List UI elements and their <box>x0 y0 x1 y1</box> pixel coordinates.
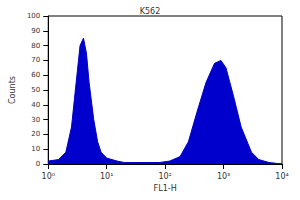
svg-text:10⁰: 10⁰ <box>42 172 55 181</box>
svg-text:FL1-H: FL1-H <box>154 184 177 193</box>
svg-text:10¹: 10¹ <box>100 172 113 181</box>
svg-text:60: 60 <box>31 71 40 79</box>
svg-text:50: 50 <box>31 86 40 94</box>
svg-text:20: 20 <box>31 130 40 138</box>
svg-text:10: 10 <box>31 145 40 153</box>
svg-text:K562: K562 <box>140 7 161 16</box>
svg-text:90: 90 <box>31 27 40 35</box>
svg-text:Counts: Counts <box>8 76 17 104</box>
svg-text:10⁴: 10⁴ <box>275 172 288 181</box>
svg-text:40: 40 <box>31 101 40 109</box>
svg-text:10²: 10² <box>158 172 171 181</box>
svg-text:80: 80 <box>31 42 40 50</box>
svg-text:70: 70 <box>31 56 40 64</box>
svg-text:10³: 10³ <box>217 172 230 181</box>
svg-text:0: 0 <box>36 160 40 168</box>
svg-text:100: 100 <box>27 12 40 20</box>
svg-text:30: 30 <box>31 116 40 124</box>
